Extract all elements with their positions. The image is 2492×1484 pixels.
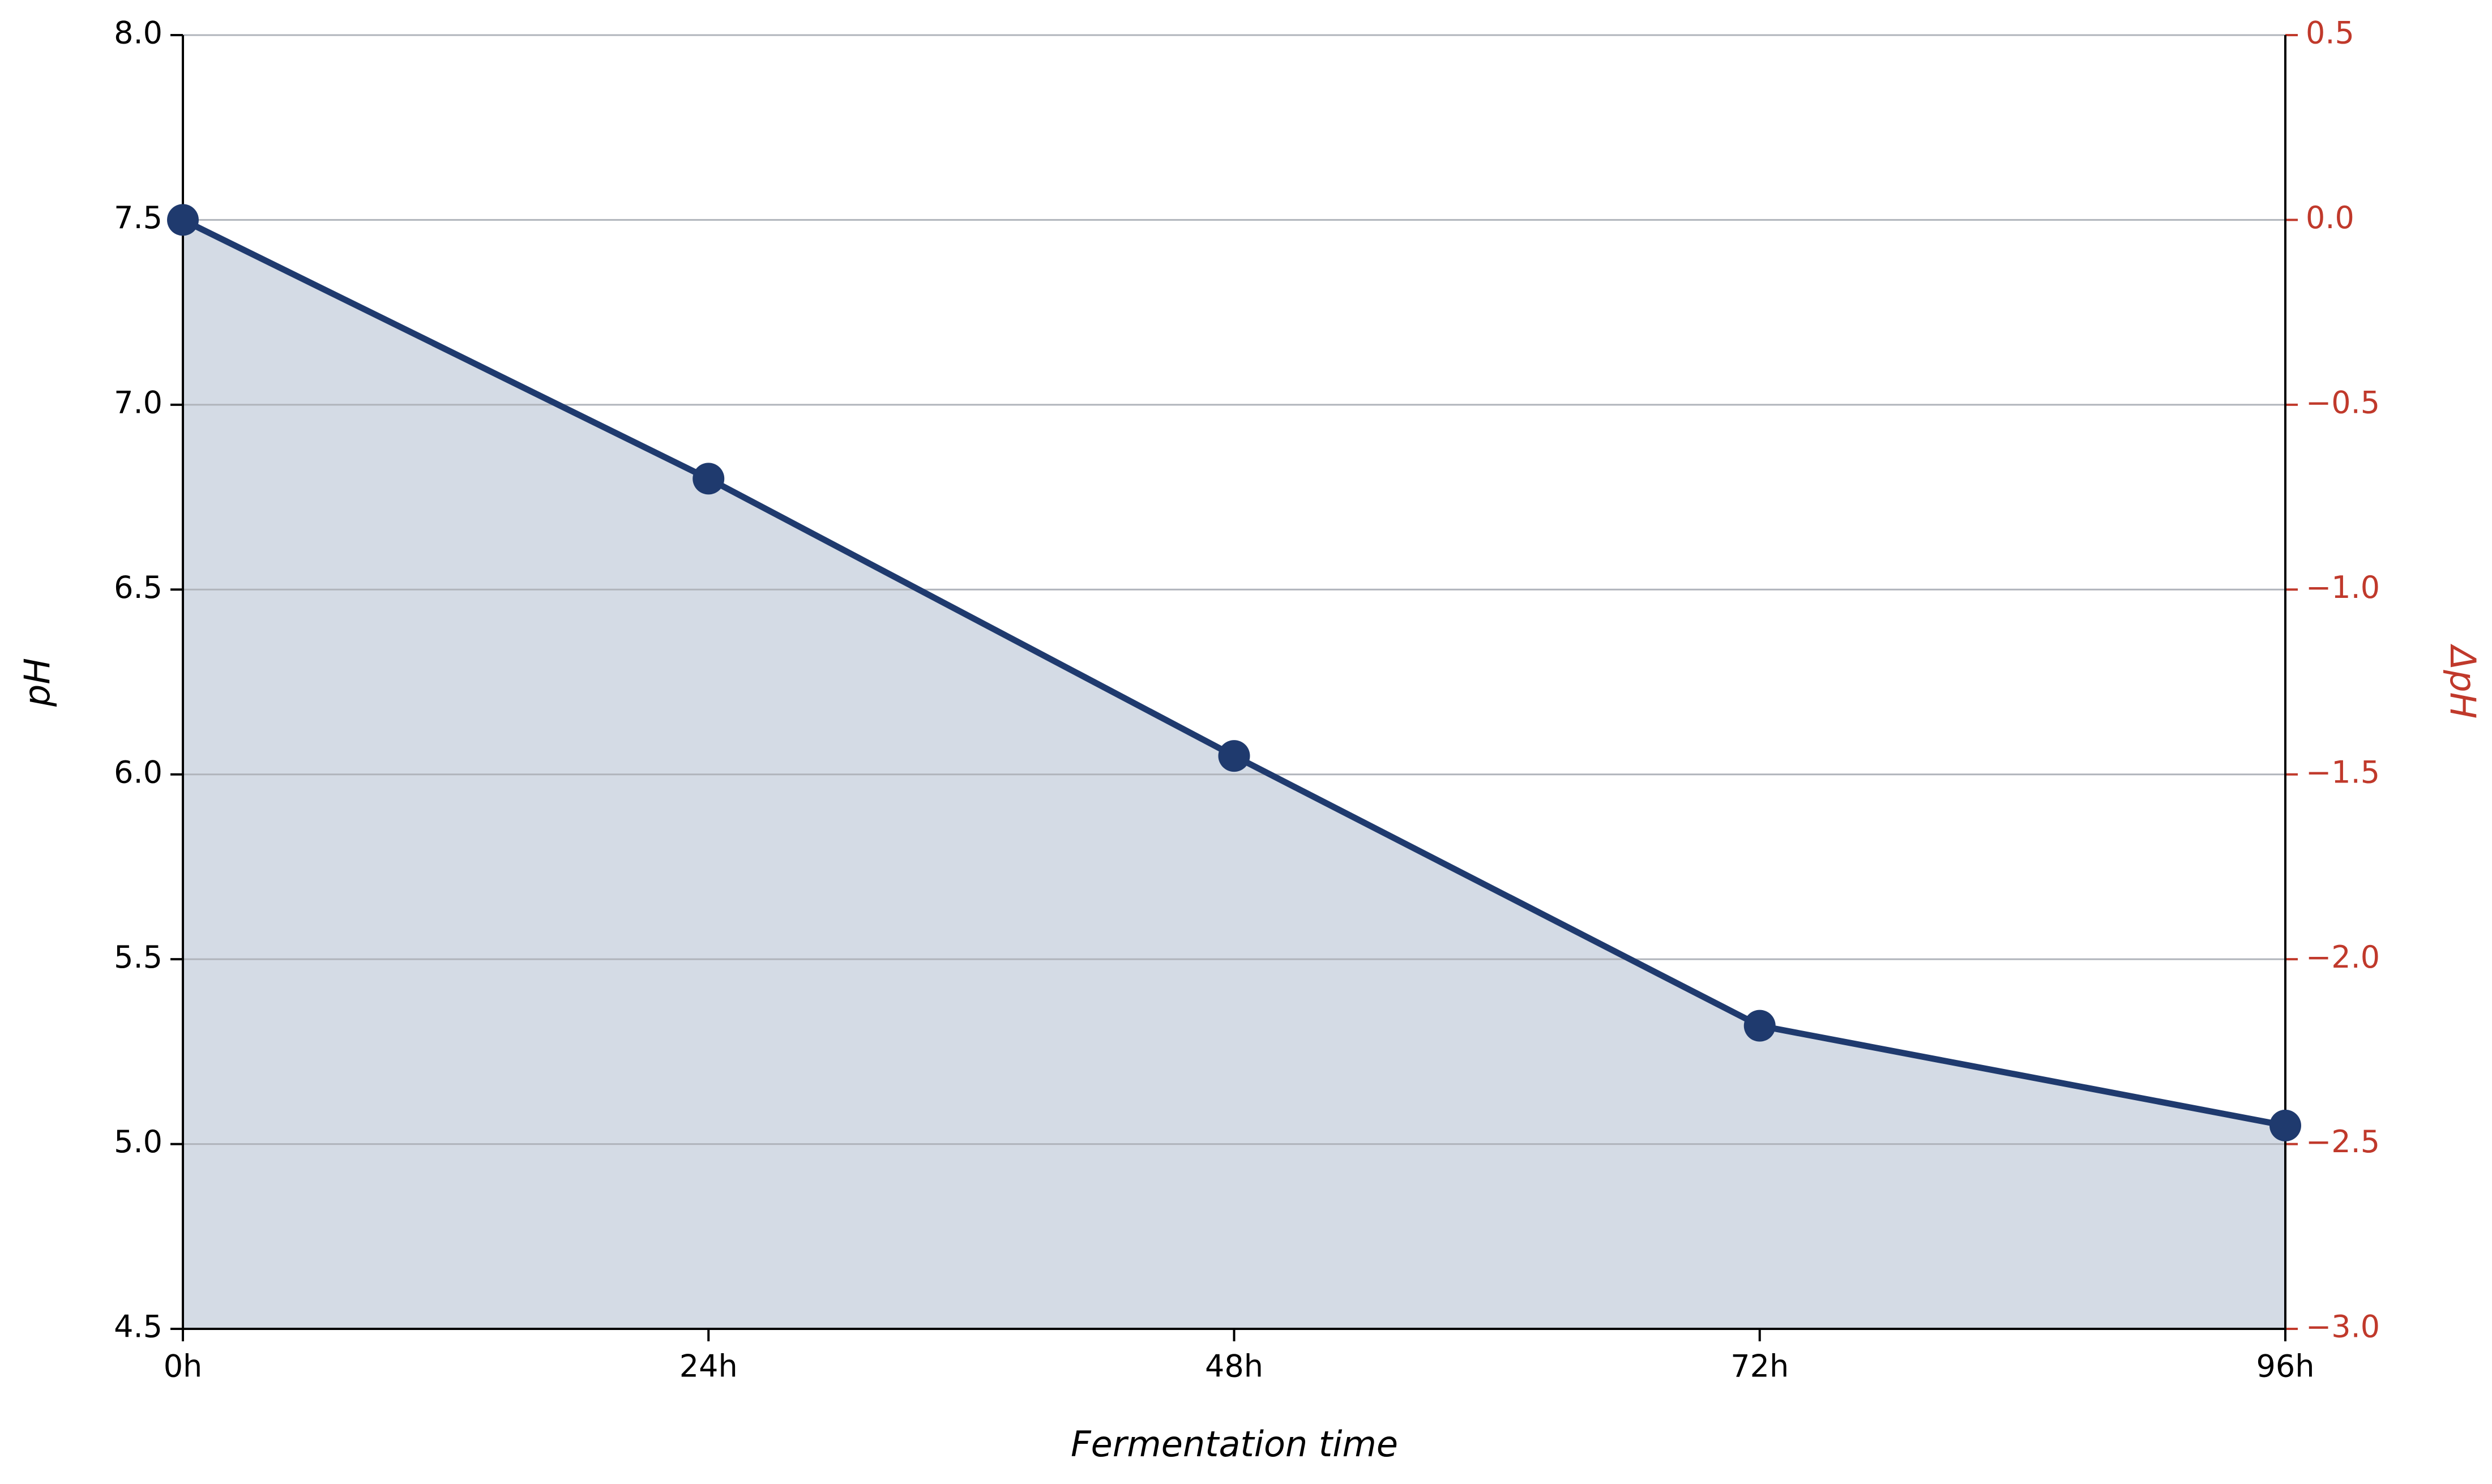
- marker: [167, 204, 199, 236]
- x-tick-label: 0h: [164, 1349, 203, 1384]
- y-tick-label: 8.0: [114, 15, 163, 51]
- y-tick-label: 7.0: [114, 384, 163, 420]
- marker: [693, 463, 725, 495]
- x-tick-label: 96h: [2256, 1349, 2315, 1384]
- y2-tick-label: −2.0: [2306, 939, 2380, 975]
- y2-axis-title: ΔpH: [2442, 644, 2484, 719]
- y-tick-label: 5.5: [114, 939, 163, 975]
- x-tick-label: 48h: [1205, 1349, 1263, 1384]
- y-tick-label: 4.5: [114, 1309, 163, 1345]
- y-tick-label: 6.5: [114, 570, 163, 605]
- y2-tick-label: 0.0: [2306, 200, 2354, 236]
- y2-tick-label: −2.5: [2306, 1124, 2380, 1160]
- y2-tick-label: −1.0: [2306, 570, 2380, 605]
- y2-tick-label: −0.5: [2306, 384, 2380, 420]
- y2-tick-label: −1.5: [2306, 754, 2380, 790]
- y-tick-label: 7.5: [114, 200, 163, 236]
- x-tick-label: 24h: [679, 1349, 738, 1384]
- y-axis-title: pH: [16, 658, 58, 707]
- y-tick-label: 5.0: [114, 1124, 163, 1160]
- marker: [2269, 1109, 2301, 1141]
- y2-tick-label: −3.0: [2306, 1309, 2380, 1345]
- y2-tick-label: 0.5: [2306, 15, 2354, 51]
- marker: [1743, 1010, 1776, 1042]
- x-tick-label: 72h: [1730, 1349, 1789, 1384]
- x-axis-title: Fermentation time: [1071, 1423, 1398, 1465]
- y-tick-label: 6.0: [114, 754, 163, 790]
- marker: [1218, 740, 1250, 772]
